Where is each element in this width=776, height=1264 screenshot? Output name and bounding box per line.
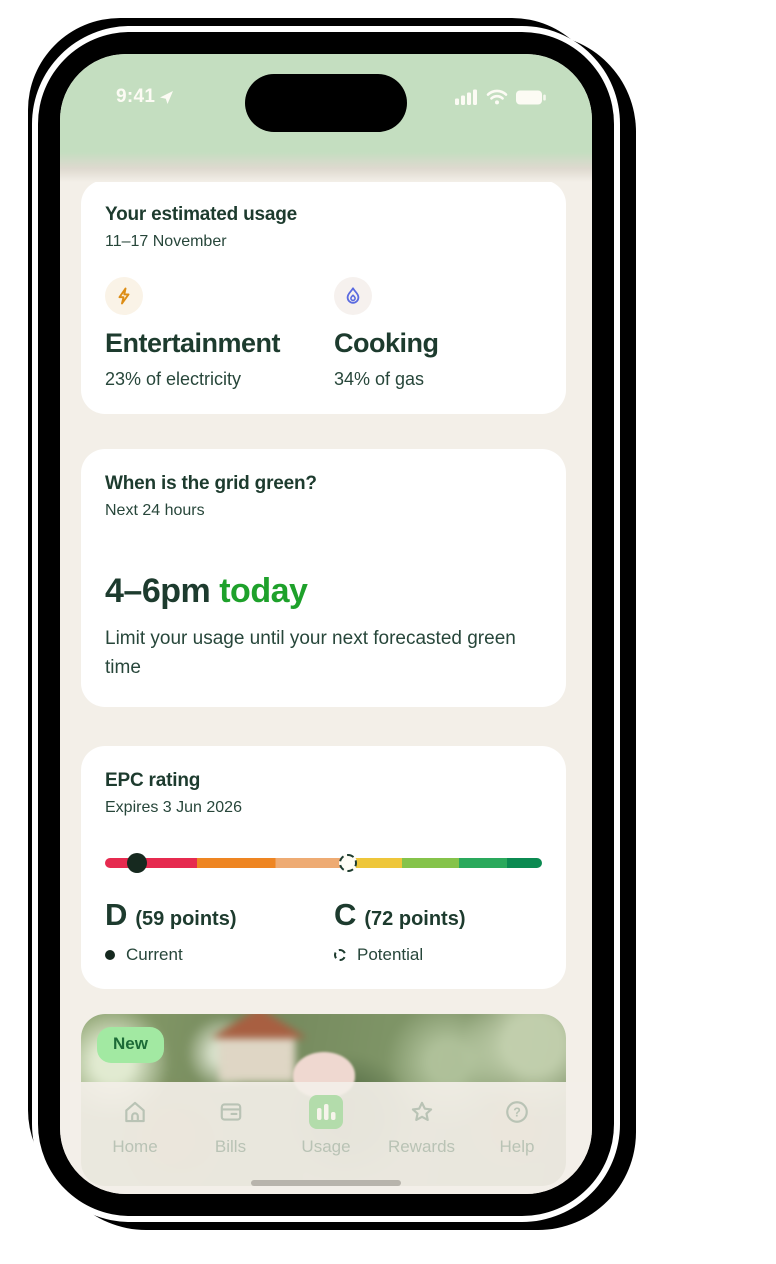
location-arrow-icon	[160, 90, 174, 104]
green-time-range: 4–6pm	[105, 572, 211, 610]
tab-rewards-label: Rewards	[387, 1137, 456, 1156]
cellular-signal-icon	[455, 89, 477, 105]
usage-item-electricity: Entertainment 23% of electricity	[105, 277, 334, 390]
epc-potential-marker	[338, 853, 357, 872]
estimated-usage-date-range: 11–17 November	[105, 233, 227, 250]
epc-current-label: Current	[126, 944, 183, 964]
phone-screen: 9:41	[60, 54, 592, 1194]
top-gas-category: Cooking	[334, 328, 439, 358]
epc-potential-points: (72 points)	[364, 907, 466, 930]
usage-active-chip	[309, 1095, 343, 1129]
electricity-chip	[105, 277, 143, 315]
epc-potential-block: C (72 points) Potential	[334, 897, 542, 965]
tab-home[interactable]: Home	[96, 1095, 174, 1194]
epc-gauge	[105, 852, 542, 873]
estimated-usage-card[interactable]: Your estimated usage 11–17 November Ente…	[81, 180, 566, 414]
tab-help[interactable]: ? Help	[478, 1095, 556, 1194]
bolt-icon	[118, 287, 130, 305]
new-badge: New	[97, 1026, 164, 1063]
help-icon: ?	[506, 1101, 528, 1123]
home-indicator[interactable]	[251, 1180, 401, 1186]
tab-bills-label: Bills	[214, 1137, 247, 1156]
epc-potential-label: Potential	[357, 944, 424, 964]
grid-green-advice: Limit your usage until your next forecas…	[105, 628, 516, 679]
green-time-heading: 4–6pm today	[105, 572, 542, 611]
tab-bills[interactable]: Bills	[192, 1095, 270, 1194]
battery-icon	[516, 90, 546, 104]
electricity-share: 23% of electricity	[105, 369, 242, 389]
star-icon	[411, 1101, 432, 1121]
wifi-icon	[486, 89, 508, 105]
tab-usage-label: Usage	[301, 1137, 351, 1156]
grid-green-subtitle: Next 24 hours	[105, 502, 205, 519]
epc-rating-card[interactable]: EPC rating Expires 3 Jun 2026 D (59 poin…	[81, 745, 566, 989]
tab-home-label: Home	[112, 1137, 158, 1156]
epc-expiry: Expires 3 Jun 2026	[105, 798, 242, 816]
usage-item-gas: Cooking 34% of gas	[334, 277, 542, 390]
estimated-usage-title: Your estimated usage	[105, 204, 298, 225]
tab-usage[interactable]: Usage	[287, 1095, 365, 1194]
phone-frame: 9:41	[38, 32, 614, 1216]
epc-current-marker	[126, 852, 147, 873]
top-electricity-category: Entertainment	[105, 328, 281, 358]
potential-ring-icon	[334, 948, 346, 961]
epc-potential-grade: C	[334, 896, 357, 932]
grid-green-card[interactable]: When is the grid green? Next 24 hours 4–…	[81, 449, 566, 707]
status-bar-fade	[60, 152, 592, 182]
epc-current-block: D (59 points) Current	[105, 897, 334, 965]
green-time-day: today	[219, 572, 308, 610]
status-time-text: 9:41	[116, 86, 156, 107]
bottom-tab-bar: Home Bills	[60, 1082, 592, 1194]
house-illustration	[211, 1013, 307, 1082]
status-time: 9:41	[116, 86, 174, 108]
svg-text:?: ?	[513, 1105, 521, 1119]
bills-icon	[220, 1103, 241, 1121]
grid-green-title: When is the grid green?	[105, 473, 317, 494]
gas-share: 34% of gas	[334, 369, 425, 389]
usage-page-content: Your estimated usage 11–17 November Ente…	[60, 54, 592, 1194]
epc-current-grade: D	[105, 896, 128, 932]
epc-current-points: (59 points)	[135, 907, 237, 930]
current-dot-icon	[105, 949, 115, 960]
dynamic-island	[245, 74, 407, 132]
tab-help-label: Help	[499, 1137, 535, 1156]
epc-title: EPC rating	[105, 769, 201, 791]
flame-icon	[346, 287, 360, 304]
usage-bars-icon	[317, 1104, 336, 1120]
tab-rewards[interactable]: Rewards	[383, 1095, 461, 1194]
epc-scale	[105, 857, 542, 868]
gas-chip	[334, 277, 372, 315]
home-icon	[125, 1101, 145, 1123]
